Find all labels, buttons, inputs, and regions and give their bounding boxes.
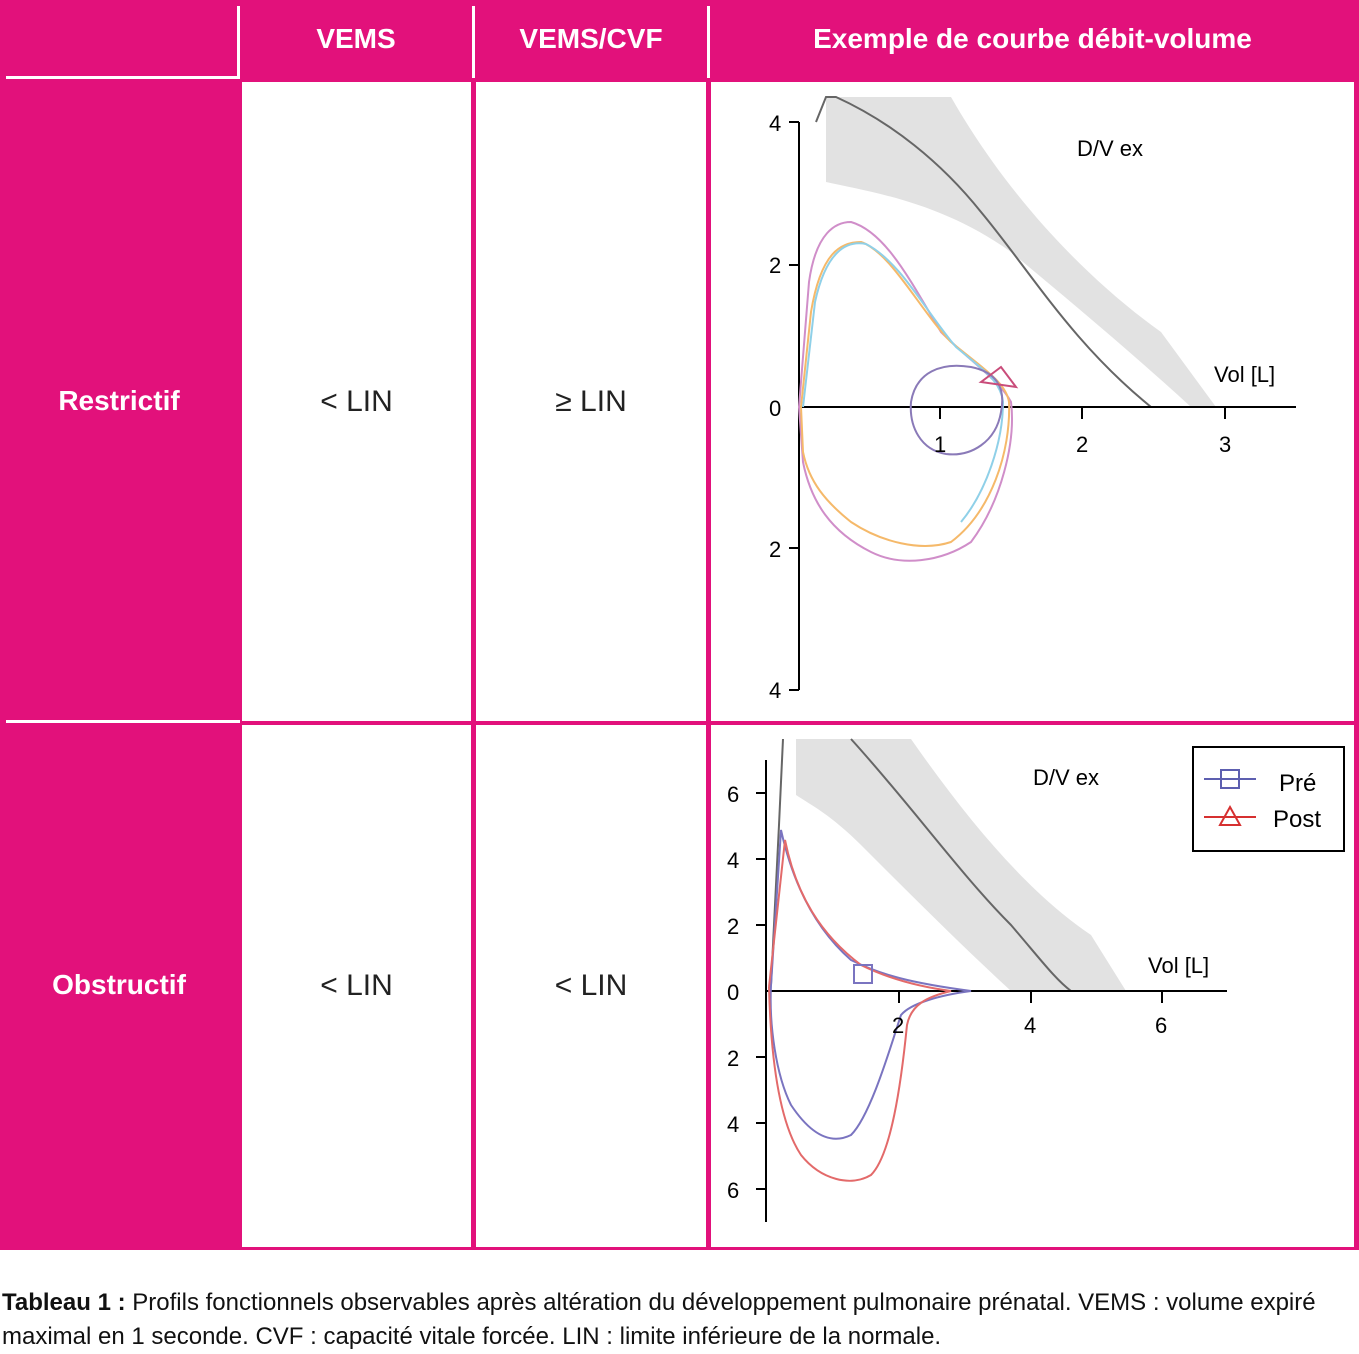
header-empty [0,0,238,78]
ytick-label: 0 [727,980,739,1005]
chart-title: D/V ex [1033,765,1099,790]
divider [6,720,240,723]
flow-volume-chart-obstructif: Pré Post 6 4 2 0 2 4 6 2 4 6 D/V ex Vol … [727,738,1345,1222]
row-label-obstructif: Obstructif [52,969,186,1000]
legend-triangle-icon [1218,804,1242,826]
ytick-label: 2 [769,253,781,278]
xtick-label: 2 [892,1013,904,1038]
cell-obstructif-ratio: < LIN [476,725,706,1247]
xtick-label: 2 [1076,432,1088,457]
row-label-restrictif: Restrictif [58,385,180,416]
ytick-label: 0 [769,396,781,421]
xtick-label: 4 [1024,1013,1036,1038]
legend-label: Pré [1279,770,1316,797]
header-vems-cvf: VEMS/CVF [519,23,663,54]
table-caption: Tableau 1 : Profils fonctionnels observa… [2,1286,1358,1354]
xtick-label: 6 [1155,1013,1167,1038]
divider [472,6,475,78]
ytick-label: 4 [727,1112,739,1137]
x-axis-label: Vol [L] [1214,362,1275,387]
xtick-label: 1 [934,432,946,457]
chart-title: D/V ex [1077,136,1143,161]
caption-label: Tableau 1 : [2,1289,126,1316]
cell-restrictif-ratio: ≥ LIN [476,82,706,721]
ytick-label: 4 [769,678,781,703]
ytick-label: 2 [727,1046,739,1071]
divider [6,76,240,79]
divider [237,6,240,78]
legend-square-icon [1220,769,1240,789]
caption-text: Profils fonctionnels observables après a… [2,1289,1316,1350]
cell-obstructif-vems: < LIN [242,725,471,1247]
chart-restrictif: 4 2 0 2 4 1 2 3 D/V ex Vol [L] [711,82,1354,721]
header-curve: Exemple de courbe débit-volume [813,23,1252,54]
flow-volume-chart-restrictif: 4 2 0 2 4 1 2 3 D/V ex Vol [L] [769,96,1296,703]
ytick-label: 4 [769,111,781,136]
chart-obstructif: Pré Post 6 4 2 0 2 4 6 2 4 6 D/V ex Vol … [711,725,1354,1247]
legend-label: Post [1273,806,1321,833]
header-vems: VEMS [316,23,396,54]
x-axis-label: Vol [L] [1148,953,1209,978]
ytick-label: 2 [727,914,739,939]
ytick-label: 6 [727,782,739,807]
ytick-label: 6 [727,1178,739,1203]
ytick-label: 4 [727,848,739,873]
divider [707,6,710,78]
table: VEMS VEMS/CVF Exemple de courbe débit-vo… [0,0,1359,1250]
legend-box [1192,746,1345,852]
ytick-label: 2 [769,537,781,562]
cell-restrictif-vems: < LIN [242,82,471,721]
xtick-label: 3 [1219,432,1231,457]
